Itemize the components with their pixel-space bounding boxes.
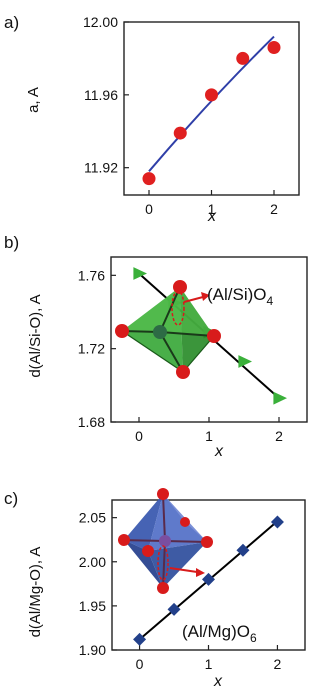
y-tick-label: 12.00 bbox=[83, 14, 118, 30]
arrow-shaft bbox=[183, 296, 204, 303]
y-tick-label: 1.90 bbox=[79, 642, 106, 658]
oxygen-atom bbox=[207, 329, 221, 343]
y-tick-label: 11.92 bbox=[84, 160, 118, 176]
data-point bbox=[270, 515, 284, 529]
oxygen-atom bbox=[142, 545, 154, 557]
oxygen-atom bbox=[157, 582, 169, 594]
panel-b: b) d(Al/Si-O), A x 0 1 2 1.68 1.72 1.76 (Al/S… bbox=[4, 233, 308, 460]
arrow-shaft bbox=[169, 567, 198, 573]
central-atom bbox=[153, 325, 167, 339]
data-point bbox=[173, 126, 187, 140]
y-tick-label: 1.68 bbox=[78, 414, 105, 430]
data-point bbox=[236, 51, 250, 65]
x-tick-label: 1 bbox=[205, 428, 213, 444]
panel-b-label: b) bbox=[4, 233, 19, 252]
panel-a: a) a, A x 0 1 2 11.92 11.96 12.00 bbox=[4, 13, 300, 225]
panel-c-y-axis-label: d(Al/Mg-O), A bbox=[27, 547, 44, 638]
panel-a-y-axis-label: a, A bbox=[25, 87, 42, 113]
x-tick-label: 2 bbox=[275, 428, 283, 444]
y-tick-label: 2.05 bbox=[79, 510, 106, 526]
x-tick-label: 2 bbox=[274, 656, 282, 672]
y-tick-label: 2.00 bbox=[79, 554, 106, 570]
x-tick-label: 2 bbox=[270, 201, 278, 217]
panel-c-label: c) bbox=[4, 489, 18, 508]
octahedron-face bbox=[124, 540, 163, 588]
y-tick-label: 1.72 bbox=[78, 341, 105, 357]
bond-line bbox=[159, 286, 181, 333]
panel-c-plot-area: 0 1 2 1.90 1.95 2.00 2.05 bbox=[79, 510, 284, 672]
panel-c-inset-label: (Al/Mg)O6 bbox=[182, 622, 257, 645]
oxygen-atom bbox=[176, 365, 190, 379]
tetrahedron-face-back bbox=[122, 287, 214, 336]
x-tick-label: 0 bbox=[136, 656, 144, 672]
data-point bbox=[238, 355, 252, 368]
panel-a-label: a) bbox=[4, 13, 19, 32]
panel-b-x-axis-label: x bbox=[214, 443, 224, 460]
data-point bbox=[133, 267, 147, 280]
oxygen-atom bbox=[173, 280, 187, 294]
panel-c: c) d(Al/Mg-O), A x 0 1 2 1.90 1.95 2.00 2.05 bbox=[4, 488, 306, 690]
data-point bbox=[273, 391, 287, 405]
fit-line bbox=[148, 35, 275, 172]
central-atom bbox=[159, 535, 171, 547]
x-tick-label: 1 bbox=[205, 656, 213, 672]
oxygen-atom bbox=[157, 488, 169, 500]
data-point bbox=[133, 632, 147, 646]
tetrahedron-edge bbox=[182, 335, 215, 373]
data-point bbox=[167, 602, 181, 616]
bond-highlight-ellipse bbox=[157, 545, 169, 581]
panel-a-plot-area: 0 1 2 11.92 11.96 12.00 bbox=[83, 14, 281, 217]
panel-c-x-axis-label: x bbox=[213, 673, 223, 690]
panel-b-inset-label: (Al/Si)O4 bbox=[207, 285, 274, 308]
tetrahedron-inset bbox=[115, 280, 221, 379]
oxygen-atom bbox=[118, 534, 130, 546]
panel-b-y-axis-label: d(Al/Si-O), A bbox=[27, 294, 44, 377]
bond-line bbox=[159, 331, 215, 337]
bond-line bbox=[162, 493, 166, 542]
x-tick-label: 0 bbox=[145, 201, 153, 217]
data-point bbox=[202, 572, 215, 586]
arrow-head bbox=[201, 292, 210, 301]
bond-line bbox=[164, 540, 208, 543]
oxygen-atom bbox=[180, 517, 190, 527]
y-tick-label: 1.76 bbox=[78, 267, 105, 283]
octahedron-face bbox=[124, 494, 163, 551]
panel-a-x-axis-label: x bbox=[207, 208, 217, 225]
bond-line bbox=[123, 539, 166, 542]
data-point bbox=[267, 40, 281, 54]
y-tick-label: 11.96 bbox=[84, 87, 118, 103]
x-tick-label: 0 bbox=[135, 428, 143, 444]
data-point bbox=[236, 543, 250, 557]
tetrahedron-edge bbox=[121, 330, 184, 373]
bond-highlight-ellipse bbox=[171, 290, 185, 326]
data-point bbox=[205, 88, 218, 102]
data-point bbox=[142, 172, 156, 186]
bond-line bbox=[162, 540, 166, 589]
y-tick-label: 1.95 bbox=[79, 598, 106, 614]
oxygen-atom bbox=[201, 536, 213, 548]
bond-line bbox=[159, 331, 184, 373]
arrow-head bbox=[196, 568, 205, 577]
x-tick-label: 1 bbox=[208, 201, 216, 217]
octahedron-inset bbox=[118, 488, 213, 594]
oxygen-atom bbox=[115, 324, 129, 338]
